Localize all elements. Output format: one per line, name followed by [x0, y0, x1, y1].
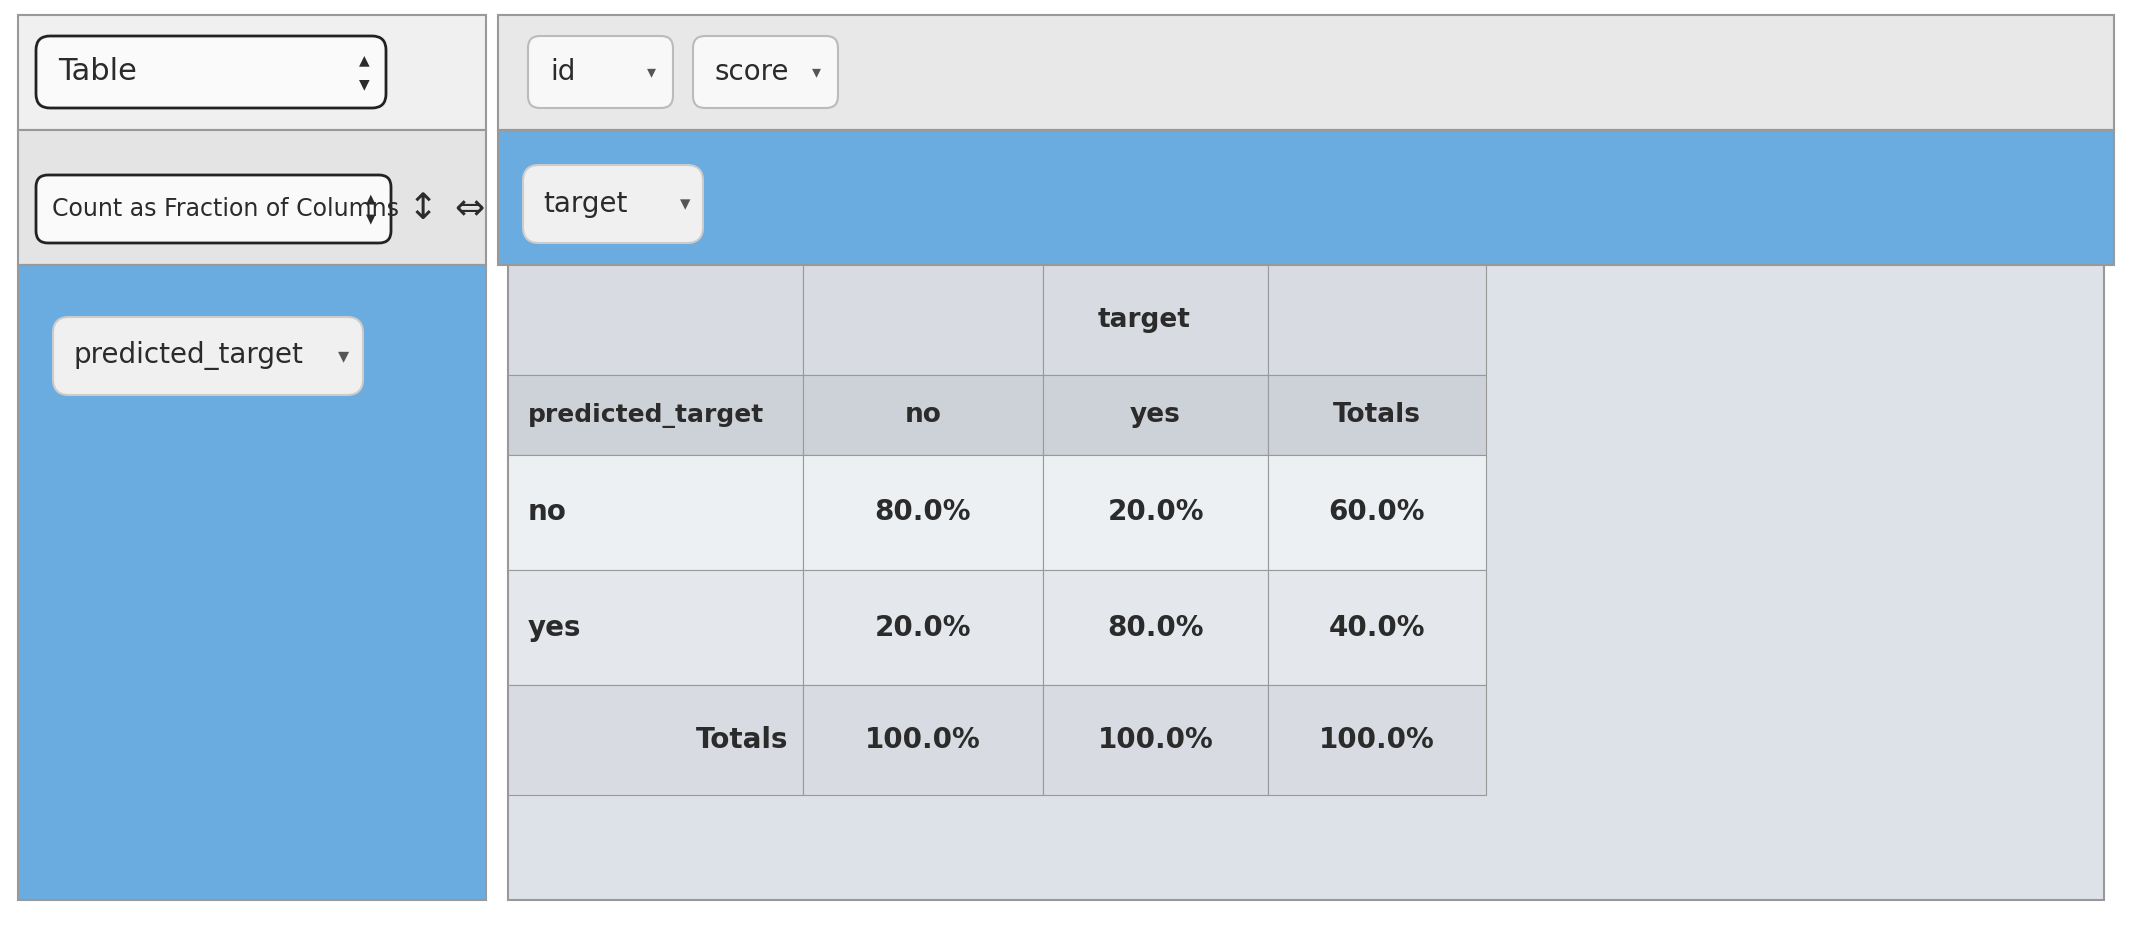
Bar	[804, 375, 1043, 455]
Text: ▾: ▾	[812, 63, 821, 81]
Text: 100.0%: 100.0%	[866, 726, 981, 754]
Bar	[1269, 375, 1486, 455]
Bar	[1043, 570, 1269, 685]
Bar	[507, 265, 804, 375]
Bar	[499, 15, 2115, 130]
Bar	[1269, 455, 1486, 570]
Bar	[17, 15, 486, 130]
Text: Count as Fraction of Columns: Count as Fraction of Columns	[51, 197, 399, 221]
Bar	[17, 265, 486, 900]
Text: 20.0%: 20.0%	[1107, 498, 1205, 526]
Text: Table: Table	[58, 58, 136, 86]
Bar	[804, 570, 1043, 685]
Text: ↕: ↕	[407, 192, 437, 226]
Text: 100.0%: 100.0%	[1098, 726, 1213, 754]
Text: predicted_target: predicted_target	[72, 341, 303, 370]
Text: 80.0%: 80.0%	[874, 498, 972, 526]
Text: 20.0%: 20.0%	[874, 614, 972, 642]
Text: target: target	[1098, 307, 1192, 333]
Text: target: target	[544, 190, 627, 218]
Text: yes: yes	[529, 614, 582, 642]
Text: ▲: ▲	[358, 53, 369, 67]
Text: ▾: ▾	[680, 194, 691, 214]
Bar	[499, 130, 2115, 265]
Bar	[1043, 265, 1269, 375]
Text: yes: yes	[1130, 402, 1181, 428]
Bar	[1269, 265, 1486, 375]
Bar	[1269, 570, 1486, 685]
Bar	[804, 265, 1043, 375]
Bar	[507, 455, 804, 570]
Text: score: score	[714, 58, 789, 86]
Text: ▲: ▲	[367, 193, 375, 206]
FancyBboxPatch shape	[522, 165, 704, 243]
Text: 80.0%: 80.0%	[1107, 614, 1205, 642]
Bar	[507, 570, 804, 685]
Text: 60.0%: 60.0%	[1328, 498, 1426, 526]
Text: ▾: ▾	[337, 346, 348, 366]
Text: predicted_target: predicted_target	[529, 403, 763, 428]
Bar	[17, 130, 486, 265]
Text: 100.0%: 100.0%	[1320, 726, 1435, 754]
Bar	[1043, 455, 1269, 570]
FancyBboxPatch shape	[36, 175, 390, 243]
Bar	[507, 685, 804, 795]
Text: no: no	[904, 402, 942, 428]
Bar	[507, 265, 2104, 900]
Text: Totals: Totals	[695, 726, 789, 754]
Bar	[1269, 685, 1486, 795]
Text: no: no	[529, 498, 567, 526]
Text: ▼: ▼	[358, 77, 369, 91]
Bar	[1043, 375, 1269, 455]
Text: ▼: ▼	[367, 212, 375, 225]
Bar	[507, 375, 804, 455]
Text: 40.0%: 40.0%	[1328, 614, 1426, 642]
Text: Totals: Totals	[1332, 402, 1422, 428]
Text: id: id	[550, 58, 576, 86]
Bar	[804, 455, 1043, 570]
Bar	[804, 685, 1043, 795]
FancyBboxPatch shape	[529, 36, 674, 108]
Bar	[1043, 685, 1269, 795]
FancyBboxPatch shape	[693, 36, 838, 108]
Text: ⇔: ⇔	[454, 192, 484, 226]
FancyBboxPatch shape	[53, 317, 362, 395]
Text: ▾: ▾	[646, 63, 655, 81]
FancyBboxPatch shape	[36, 36, 386, 108]
